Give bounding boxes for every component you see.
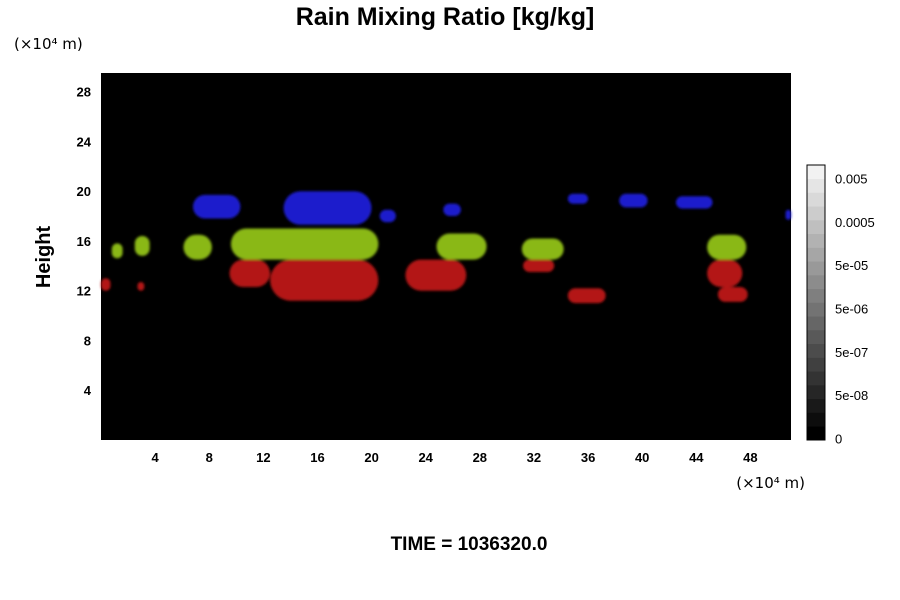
colorbar-segment (807, 178, 825, 193)
colorbar-tick-label: 0.0005 (835, 215, 875, 230)
y-tick-label: 16 (77, 234, 91, 249)
blue-region-6 (619, 193, 648, 208)
colorbar-tick-label: 0.005 (835, 172, 868, 187)
colorbar-segment (807, 206, 825, 221)
colorbar-segment (807, 385, 825, 400)
blue-region-8 (785, 209, 791, 220)
band-green (111, 228, 747, 260)
x-tick-label: 20 (364, 450, 378, 465)
green-region-6 (521, 238, 564, 260)
colorbar-segment (807, 316, 825, 331)
green-region-2 (134, 236, 150, 256)
x-tick-label: 48 (743, 450, 757, 465)
colorbar-segment (807, 192, 825, 207)
colorbar-segment (807, 343, 825, 358)
y-axis-ticks: 4 8 12 16 20 24 28 (77, 85, 92, 399)
colorbar-segment (807, 275, 825, 290)
blue-region-4 (443, 203, 461, 216)
x-axis-ticks: 4 8 12 16 20 24 28 32 36 40 44 48 (151, 450, 757, 465)
y-unit-label: (×10⁴ m) (14, 35, 83, 53)
x-tick-label: 32 (527, 450, 541, 465)
red-region-8 (707, 259, 743, 287)
colorbar-tick-label: 0 (835, 432, 842, 447)
time-annotation: TIME = 1036320.0 (391, 534, 548, 555)
blue-region-7 (676, 196, 713, 209)
blue-region-3 (379, 209, 396, 223)
colorbar-segment (807, 220, 825, 235)
red-region-6 (523, 259, 555, 272)
x-tick-label: 28 (473, 450, 487, 465)
colorbar-segment (807, 426, 825, 441)
y-tick-label: 8 (84, 334, 91, 349)
band-blue (193, 191, 791, 225)
red-region-5 (405, 259, 467, 291)
colorbar-segment (807, 261, 825, 276)
band-red (101, 259, 748, 304)
red-region-4 (270, 259, 379, 301)
colorbar-segment (807, 357, 825, 372)
colorbar-segment (807, 247, 825, 262)
plot-area (101, 73, 791, 440)
green-region-3 (183, 234, 212, 260)
red-region-2 (137, 282, 145, 291)
red-region-9 (717, 287, 748, 302)
blue-region-2 (283, 191, 372, 225)
colorbar-tick-label: 5e-05 (835, 258, 868, 273)
colorbar-segment (807, 398, 825, 413)
red-region-1 (101, 278, 111, 291)
x-tick-label: 16 (310, 450, 324, 465)
colorbar-frame (806, 164, 826, 441)
x-tick-label: 4 (151, 450, 159, 465)
blue-region-5 (567, 193, 589, 204)
green-region-1 (111, 243, 123, 259)
y-tick-label: 24 (77, 134, 92, 149)
x-unit-label: (×10⁴ m) (736, 474, 805, 492)
x-tick-label: 36 (581, 450, 595, 465)
x-tick-label: 40 (635, 450, 649, 465)
colorbar-segment (807, 233, 825, 248)
colorbar-segment (807, 165, 825, 180)
colorbar: 0.005 0.0005 5e-05 5e-06 5e-07 5e-08 0 (806, 164, 875, 447)
red-region-7 (567, 288, 606, 304)
blue-region-1 (193, 194, 241, 219)
x-tick-label: 24 (418, 450, 433, 465)
y-tick-label: 28 (77, 85, 91, 100)
colorbar-tick-label: 5e-07 (835, 345, 868, 360)
x-tick-label: 8 (206, 450, 213, 465)
chart-title: Rain Mixing Ratio [kg/kg] (296, 3, 595, 31)
colorbar-tick-label: 5e-06 (835, 302, 868, 317)
green-region-7 (707, 234, 747, 260)
colorbar-segment (807, 330, 825, 345)
y-tick-label: 4 (84, 383, 92, 398)
y-tick-label: 12 (77, 284, 91, 299)
x-tick-label: 12 (256, 450, 270, 465)
colorbar-tick-label: 5e-08 (835, 388, 868, 403)
colorbar-segment (807, 412, 825, 427)
rain-regions (101, 191, 791, 304)
y-tick-label: 20 (77, 184, 91, 199)
colorbar-segment (807, 288, 825, 303)
green-region-4 (230, 228, 379, 260)
colorbar-segment (807, 302, 825, 317)
y-axis-label: Height (33, 226, 55, 289)
colorbar-segment (807, 371, 825, 386)
x-tick-label: 44 (689, 450, 704, 465)
red-region-3 (229, 259, 271, 287)
green-region-5 (436, 233, 487, 260)
